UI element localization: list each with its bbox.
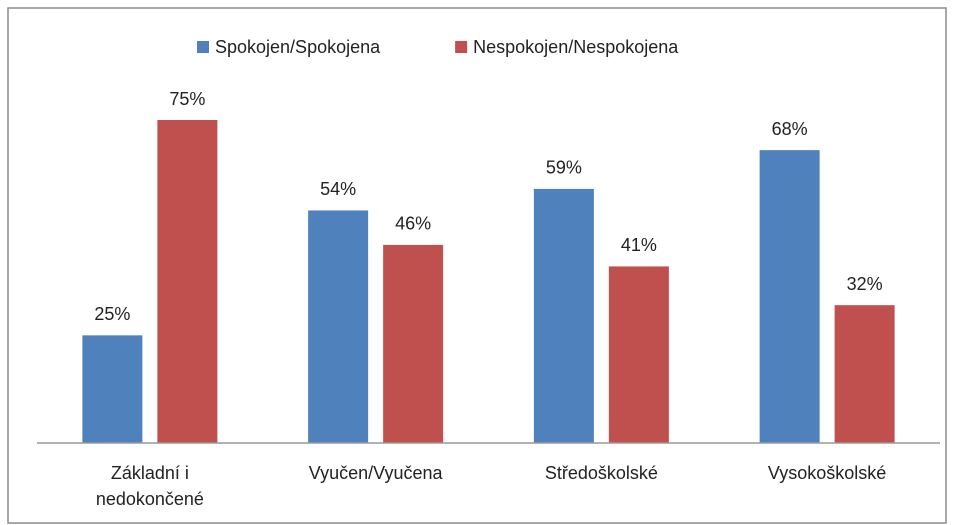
data-label: 68% (772, 119, 808, 139)
data-label: 59% (546, 158, 582, 178)
legend-swatch (455, 41, 468, 53)
x-tick-label: Vyučen/Vyučena (308, 463, 443, 483)
x-tick-label: Základní i nedokončené (95, 463, 204, 509)
legend-swatch (197, 41, 209, 53)
chart-frame (7, 7, 947, 524)
bar (308, 210, 369, 443)
bar (82, 335, 143, 443)
data-label: 75% (169, 89, 205, 109)
data-label: 54% (320, 179, 356, 199)
bar (383, 244, 444, 443)
legend-label: Nespokojen/Nespokojena (473, 37, 679, 57)
bar (157, 120, 218, 443)
bar (533, 188, 594, 443)
x-tick-label: Středoškolské (544, 463, 658, 483)
bar (608, 266, 669, 443)
bar (834, 305, 895, 443)
bar (759, 150, 820, 443)
data-label: 25% (94, 304, 130, 324)
x-tick-label: Vysokoškolské (767, 463, 887, 483)
legend-label: Spokojen/Spokojena (215, 37, 381, 57)
data-label: 46% (395, 214, 431, 234)
data-label: 41% (621, 235, 657, 255)
data-label: 32% (847, 274, 883, 294)
